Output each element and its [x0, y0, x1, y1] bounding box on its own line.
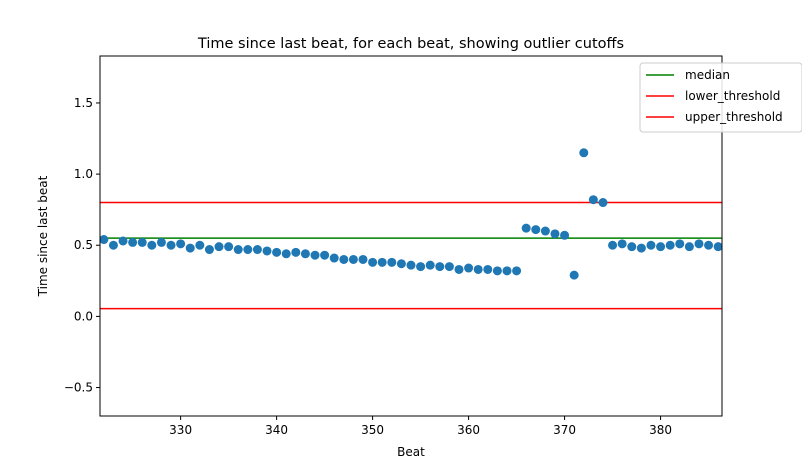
data-point: [137, 237, 147, 247]
data-point: [300, 249, 310, 259]
data-point: [608, 240, 618, 250]
data-point: [492, 266, 502, 276]
data-point: [569, 270, 579, 280]
y-axis-ticks: −0.5 0.0 0.5 1.0 1.5: [64, 96, 100, 395]
threshold-lines: [100, 201, 722, 310]
data-point: [521, 223, 531, 233]
data-point: [329, 253, 339, 263]
data-point: [368, 257, 378, 267]
data-point: [128, 237, 138, 247]
data-point: [694, 239, 704, 249]
data-point: [252, 245, 262, 255]
data-point: [454, 264, 464, 274]
y-tick-label: 0.5: [74, 238, 93, 252]
data-point: [100, 235, 109, 245]
x-axis-ticks: 330 340 350 360 370 380: [169, 416, 672, 437]
chart-title: Time since last beat, for each beat, sho…: [197, 36, 624, 52]
data-point: [185, 243, 195, 253]
data-point: [262, 246, 272, 256]
legend-box: [639, 62, 802, 133]
data-point: [617, 239, 627, 249]
data-point: [502, 266, 512, 276]
data-point: [675, 239, 685, 249]
data-point: [204, 245, 214, 255]
data-point: [588, 195, 598, 205]
data-point: [224, 242, 234, 252]
x-tick-label: 330: [169, 423, 192, 437]
data-point: [406, 260, 416, 270]
data-point: [272, 247, 282, 257]
data-point: [473, 264, 483, 274]
plot-area: [99, 55, 723, 417]
data-point: [684, 242, 694, 252]
data-point: [540, 226, 550, 236]
legend-label: upper_threshold: [685, 110, 783, 124]
y-tick-label: 1.0: [74, 167, 93, 181]
data-point: [176, 239, 186, 249]
data-point: [291, 247, 301, 257]
data-point: [444, 262, 454, 272]
plot-frame: [99, 55, 723, 417]
data-point: [156, 237, 166, 247]
data-point: [656, 242, 666, 252]
data-point: [243, 245, 253, 255]
legend: median lower_threshold upper_threshold: [639, 62, 802, 133]
data-point: [646, 240, 656, 250]
x-tick-label: 360: [457, 423, 480, 437]
data-point: [464, 263, 474, 273]
data-point: [358, 254, 368, 264]
data-point: [320, 250, 330, 260]
legend-label: lower_threshold: [685, 89, 780, 103]
data-point: [560, 230, 570, 240]
data-point: [195, 240, 205, 250]
data-point: [531, 225, 541, 235]
data-point: [416, 262, 426, 272]
data-point: [281, 249, 291, 259]
data-point: [339, 254, 349, 264]
data-point: [550, 229, 560, 239]
y-axis-label: Time since last beat: [36, 175, 50, 297]
x-axis-label: Beat: [397, 445, 425, 459]
data-point: [636, 243, 646, 253]
data-point: [396, 259, 406, 269]
data-point: [166, 240, 176, 250]
data-point: [233, 245, 243, 255]
x-tick-label: 350: [361, 423, 384, 437]
data-point: [512, 266, 522, 276]
y-tick-label: 1.5: [74, 96, 93, 110]
y-tick-label: −0.5: [64, 381, 93, 395]
legend-label: median: [685, 68, 730, 82]
data-points: [100, 148, 722, 280]
data-point: [214, 242, 224, 252]
data-point: [627, 242, 637, 252]
data-point: [425, 260, 435, 270]
data-point: [483, 264, 493, 274]
data-point: [377, 257, 387, 267]
data-point: [704, 240, 714, 250]
data-point: [598, 198, 608, 208]
data-point: [108, 240, 118, 250]
x-tick-label: 340: [265, 423, 288, 437]
data-point: [118, 236, 128, 246]
data-point: [435, 262, 445, 272]
data-point: [713, 242, 722, 252]
data-point: [147, 240, 157, 250]
data-point: [579, 148, 589, 158]
data-point: [310, 250, 320, 260]
data-point: [387, 257, 397, 267]
x-tick-label: 370: [553, 423, 576, 437]
data-point: [665, 240, 675, 250]
data-point: [348, 254, 358, 264]
y-tick-label: 0.0: [74, 309, 93, 323]
x-tick-label: 380: [649, 423, 672, 437]
